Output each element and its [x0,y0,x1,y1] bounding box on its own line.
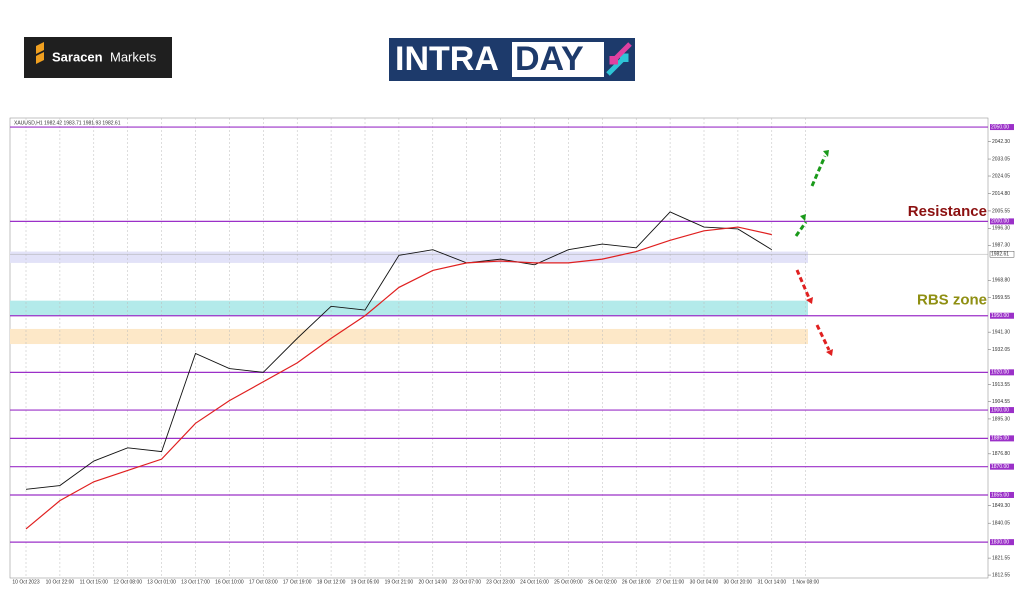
arrow-head [823,150,829,157]
y-tick-label: 1913.55 [992,382,1010,388]
x-tick-label: 23 Oct 23:00 [486,579,515,585]
y-tick-label: 2005.55 [992,208,1010,214]
arrow-up [810,155,827,187]
x-tick-label: 24 Oct 16:00 [520,579,549,585]
price-tag [989,251,1015,258]
y-tick-label: 2042.30 [992,139,1010,145]
level-tag [990,312,1014,319]
y-tick-label: 1821.55 [992,555,1010,561]
x-tick-label: 19 Oct 05:00 [351,579,380,585]
logo-arrow [609,42,632,65]
zone [10,251,808,263]
x-tick-label: 31 Oct 14:00 [757,579,786,585]
x-tick-label: 27 Oct 11:00 [656,579,684,585]
y-tick-label: 2033.05 [992,156,1010,162]
zone [10,300,808,316]
level-tag [990,463,1014,470]
arrow-down [815,324,831,351]
x-tick-label: 17 Oct 19:00 [283,579,312,585]
x-tick-label: 11 Oct 15:00 [80,579,108,585]
arrow-head [800,214,806,221]
left-logo [24,37,172,78]
y-tick-label: 1996.30 [992,226,1010,232]
arrow-down [795,269,811,299]
level-tag [990,407,1014,414]
x-tick-label: 20 Oct 14:00 [418,579,447,585]
plot-area [9,117,989,579]
level-label: 1885.00 [991,436,1009,442]
level-tag [990,124,1014,131]
level-tag [990,218,1014,225]
level-tag [990,491,1014,498]
x-tick-label: 25 Oct 09:00 [554,579,583,585]
logo-text: Saracen [52,49,103,64]
x-tick-label: 12 Oct 08:00 [113,579,142,585]
chart-header: XAUUSD,H1 1982.42 1983.71 1981.93 1982.6… [14,120,121,126]
y-tick-label: 1895.30 [992,416,1010,422]
level-label: 1870.00 [991,464,1009,470]
level-label: 2000.00 [991,219,1009,225]
x-tick-label: 13 Oct 17:00 [181,579,210,585]
arrow-head [806,297,813,304]
x-tick-label: 17 Oct 03:00 [249,579,278,585]
x-tick-label: 23 Oct 07:00 [452,579,481,585]
level-label: 1950.00 [991,313,1009,319]
y-tick-label: 1968.80 [992,278,1010,284]
y-tick-label: 1876.80 [992,451,1010,457]
level-label: 2050.00 [991,124,1009,130]
arrow-head [826,349,833,356]
y-tick-label: 1840.05 [992,521,1010,527]
x-tick-label: 30 Oct 20:00 [724,579,753,585]
y-tick-label: 2014.80 [992,191,1010,197]
x-tick-label: 26 Oct 18:00 [622,579,651,585]
y-tick-label: 1932.05 [992,347,1010,353]
price-series [25,211,773,490]
logo-box [512,42,604,77]
y-tick-label: 1812.55 [992,572,1010,578]
zone [10,328,808,345]
x-tick-label: 10 Oct 2023 [12,579,39,585]
logo-text: DAY [515,40,584,78]
level-label: 1900.00 [991,407,1009,413]
price-label: 1982.61 [991,252,1009,258]
x-tick-label: 18 Oct 12:00 [317,579,346,585]
logo-text: Markets [110,49,157,64]
x-tick-label: 13 Oct 01:00 [147,579,176,585]
annotation: Resistance [908,203,987,220]
x-tick-label: 26 Oct 02:00 [588,579,617,585]
arrow-up [794,221,808,237]
y-tick-label: 1904.55 [992,399,1010,405]
level-tag [990,539,1014,546]
level-label: 1830.00 [991,539,1009,545]
arrows [794,150,833,356]
logo-text: INTRA [395,40,499,78]
logo-arrow [606,53,629,76]
x-tick-label: 1 Nov 08:00 [792,579,819,585]
chart: XAUUSD,H1 1982.42 1983.71 1981.93 1982.6… [9,117,1015,585]
x-tick-label: 19 Oct 21:00 [385,579,414,585]
logo-icon [36,42,44,64]
annotation: RBS zone [917,292,987,309]
y-tick-label: 1959.55 [992,295,1010,301]
y-tick-label: 1987.30 [992,243,1010,249]
x-tick-label: 30 Oct 04:00 [690,579,719,585]
y-tick-label: 2024.05 [992,173,1010,179]
x-tick-label: 16 Oct 10:00 [215,579,244,585]
price-series [25,226,772,530]
level-label: 1855.00 [991,492,1009,498]
x-tick-label: 10 Oct 22:00 [46,579,75,585]
level-tag [990,435,1014,442]
level-label: 1920.00 [991,370,1009,376]
level-tag [990,369,1014,376]
y-tick-label: 1849.30 [992,503,1010,509]
y-tick-label: 1941.30 [992,329,1010,335]
